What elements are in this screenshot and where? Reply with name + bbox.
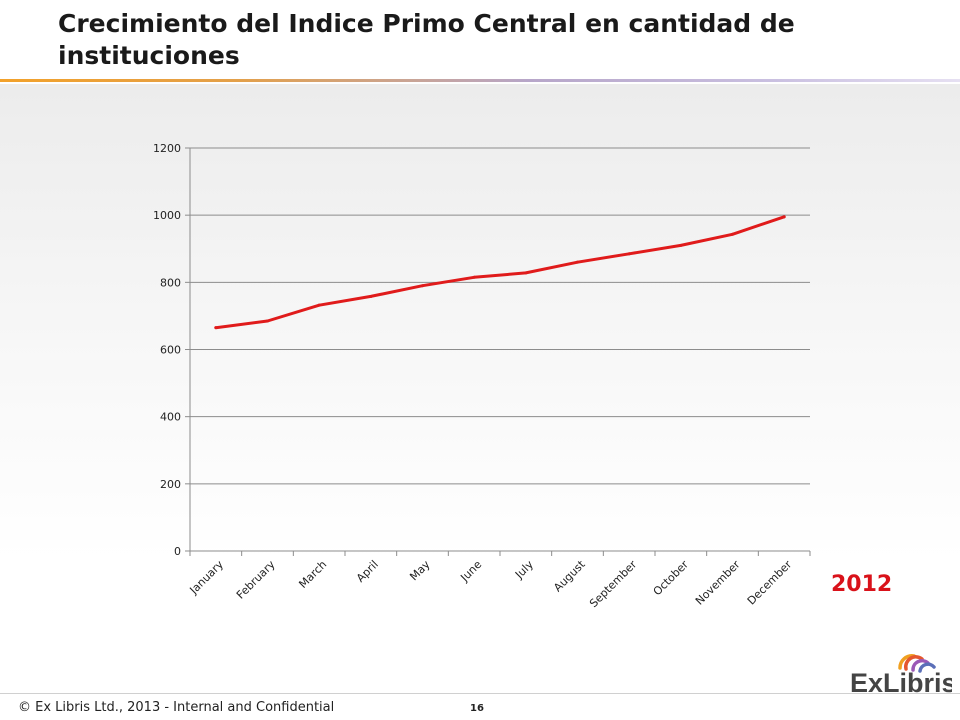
logo-arcs-icon	[898, 654, 936, 673]
data-point	[421, 284, 424, 288]
x-tick-label: June	[457, 558, 484, 585]
x-tick-label: May	[407, 558, 433, 584]
data-point	[524, 271, 528, 275]
y-tick-label: 600	[160, 344, 181, 357]
series	[214, 215, 786, 330]
data-point	[266, 319, 269, 323]
x-tick-label: March	[296, 558, 329, 591]
page-number: 16	[470, 703, 484, 714]
exlibris-logo: ExLibris	[850, 654, 952, 698]
data-point	[369, 294, 373, 298]
x-axis-tick-labels: January February March April May June July Augu…	[187, 557, 795, 610]
x-tick-label: October	[651, 558, 692, 599]
y-tick-label: 1200	[153, 142, 181, 155]
data-point	[782, 215, 786, 219]
x-tick-label: July	[512, 558, 536, 582]
data-point	[576, 260, 579, 264]
y-tick-label: 1000	[153, 209, 181, 222]
data-point	[472, 275, 476, 279]
year-label: 2012	[831, 572, 893, 597]
data-point	[214, 326, 218, 330]
data-point	[627, 252, 631, 256]
x-tick-label: January	[187, 558, 227, 598]
data-point	[731, 232, 734, 236]
grid-lines	[190, 147, 810, 485]
y-tick-label: 800	[160, 276, 181, 289]
x-tick-label: April	[354, 558, 381, 585]
y-tick-label: 0	[174, 545, 181, 558]
footer-divider	[0, 693, 960, 694]
footer-copyright: © Ex Libris Ltd., 2013 - Internal and Co…	[18, 700, 335, 715]
x-tick-label: December	[745, 558, 795, 608]
x-tick-label: November	[693, 558, 743, 608]
title-underline	[0, 79, 960, 82]
axes	[185, 147, 811, 556]
y-tick-label: 200	[160, 478, 181, 491]
slide-title: Crecimiento del Indice Primo Central en …	[58, 9, 795, 70]
x-tick-label: August	[551, 557, 588, 594]
series-line	[214, 215, 786, 330]
y-axis-tick-labels: 0 200 400 600 800 1000 1200	[153, 142, 181, 558]
x-tick-label: February	[234, 558, 278, 602]
x-tick-label: September	[587, 558, 640, 611]
y-tick-label: 400	[160, 411, 181, 424]
data-point	[317, 303, 321, 307]
data-point	[679, 243, 683, 247]
